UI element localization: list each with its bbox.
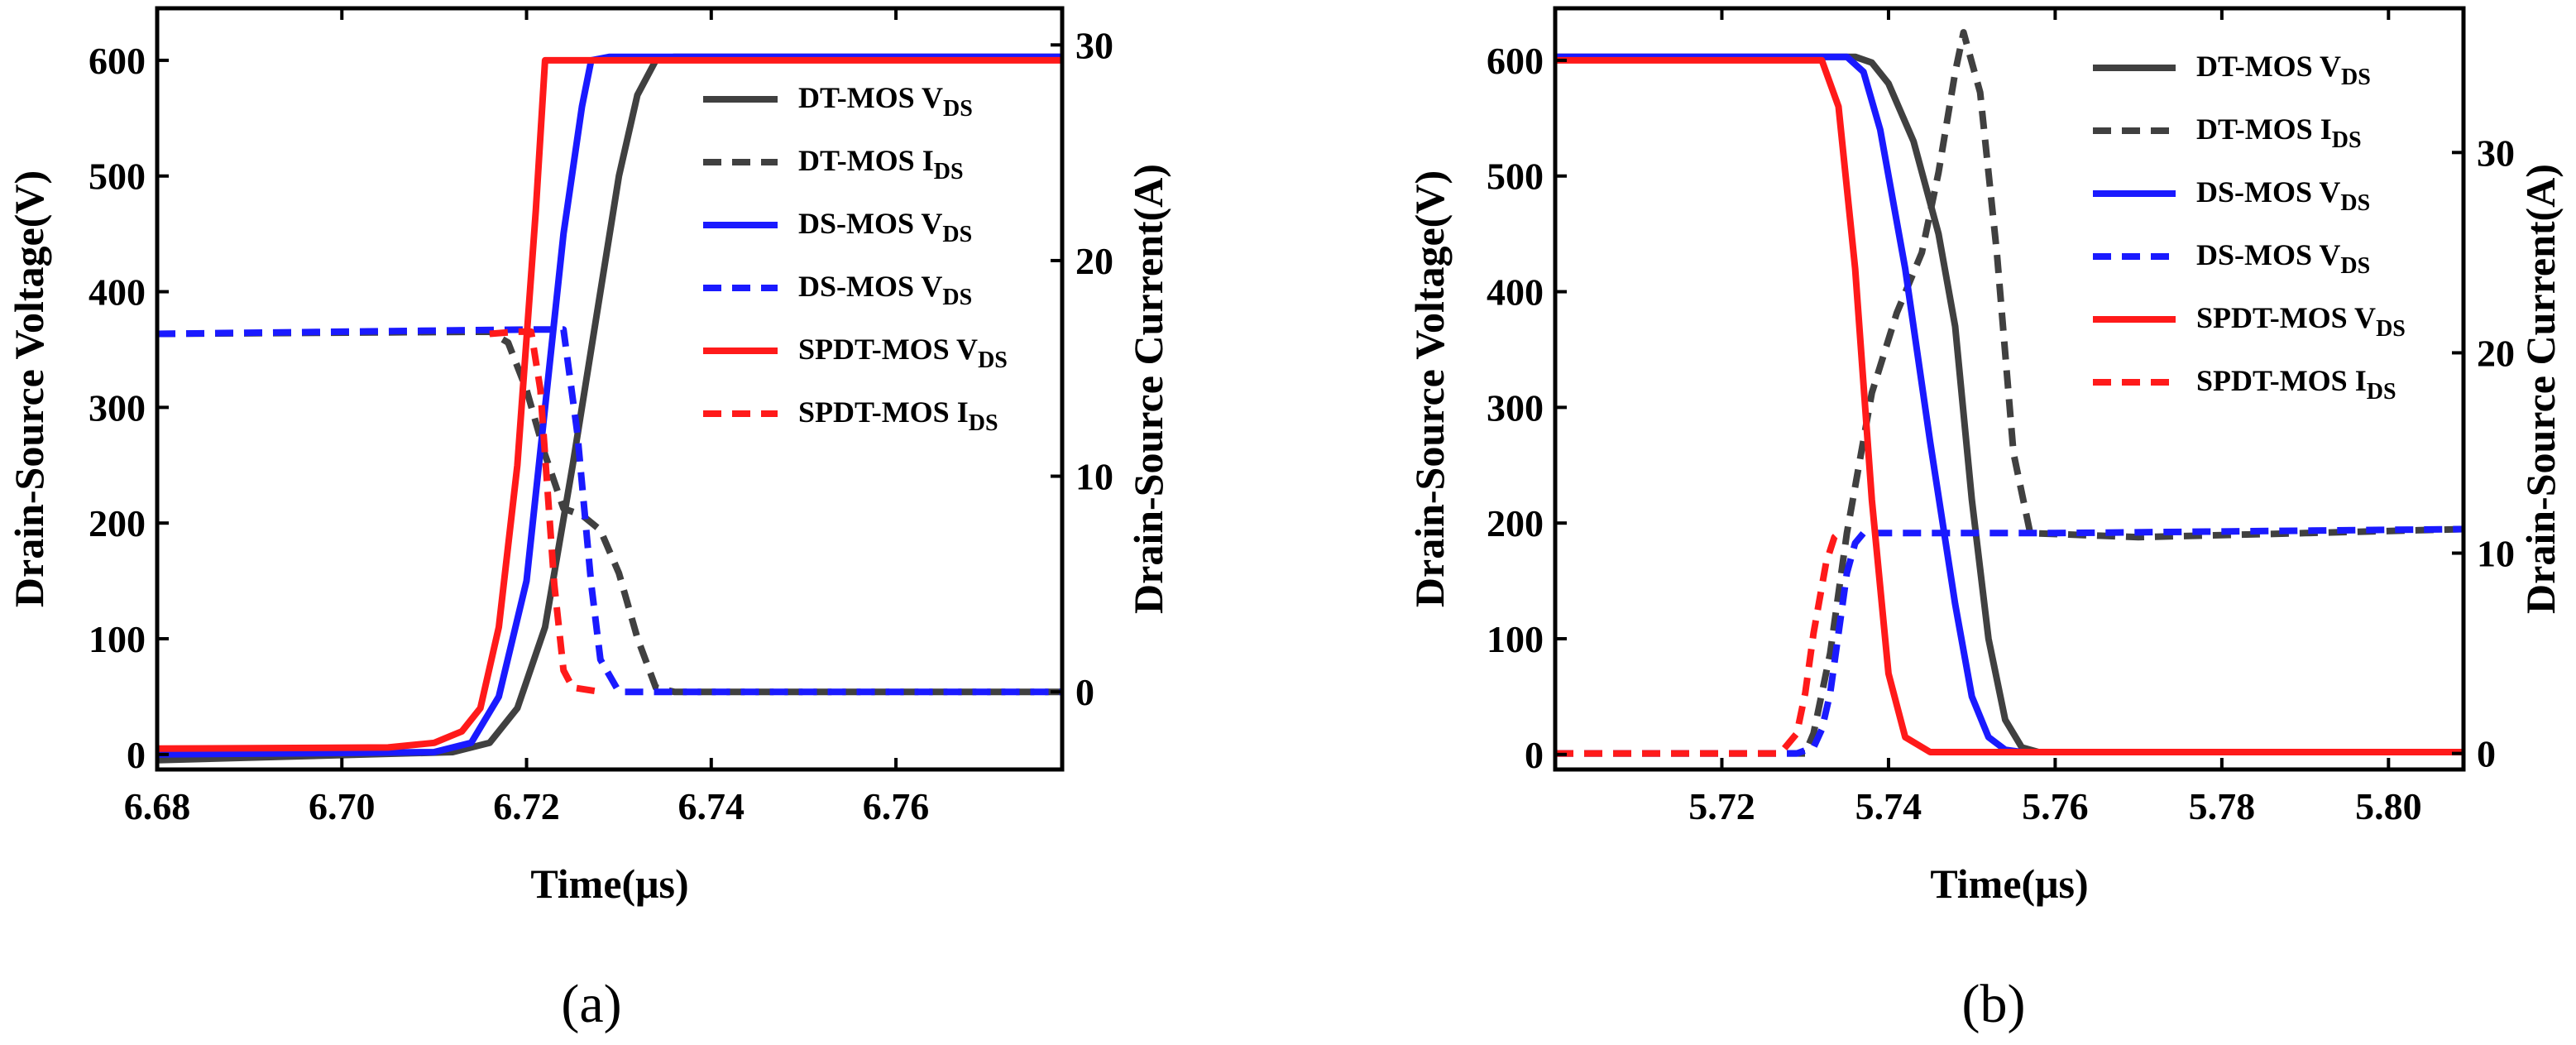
chart-panel-a: 6.68 6.70 6.72 6.74 6.76 0 100 200 300 400 500 600 0…	[6, 6, 1171, 1034]
y2-tick-label: 0	[2477, 733, 2496, 775]
series-line-5	[1555, 530, 1841, 757]
x-tick-label: 5.72	[1688, 785, 1755, 827]
series-line-1	[157, 328, 1062, 696]
y-tick-label: 200	[1487, 502, 1544, 544]
y-tick-label: 400	[1487, 271, 1544, 314]
legend-label-main: DS-MOS V	[2196, 238, 2340, 271]
legend-label: DS-MOS VDS	[2196, 175, 2370, 216]
panel-label: (a)	[561, 974, 621, 1034]
legend-label-main: DT-MOS V	[2196, 50, 2341, 83]
legend-label: DT-MOS VDS	[798, 81, 973, 122]
series-line-3	[1555, 525, 2463, 757]
legend-label: DT-MOS IDS	[798, 144, 964, 185]
y-tick-label: 600	[89, 40, 146, 82]
x-axis-title: Time(μs)	[530, 860, 688, 907]
series-line-3	[157, 326, 1062, 696]
y2-tick-label: 30	[1075, 24, 1113, 66]
legend-label: SPDT-MOS VDS	[2196, 301, 2406, 342]
legend-label-subscript: DS	[934, 159, 964, 185]
y2-axis-title: Drain-Source Current(A)	[1125, 164, 1171, 614]
y-tick-label: 400	[89, 271, 146, 314]
x-tick-label: 5.80	[2355, 785, 2422, 827]
y-axis-title: Drain-Source Voltage(V)	[6, 170, 52, 607]
y2-tick-label: 0	[1075, 671, 1094, 713]
y2-tick-label: 10	[2477, 533, 2515, 575]
legend-label-main: SPDT-MOS V	[798, 333, 978, 366]
legend-label-subscript: DS	[942, 285, 972, 310]
y-tick-label: 500	[89, 156, 146, 198]
series-line-0	[1555, 53, 2463, 755]
series-line-5	[489, 328, 601, 696]
y-tick-label: 300	[1487, 386, 1544, 429]
y-tick-label: 500	[1487, 156, 1544, 198]
plot-frame	[1553, 6, 2466, 772]
y2-tick-label: 10	[1075, 456, 1113, 498]
y2-tick-label: 20	[2477, 332, 2515, 374]
legend-label: DT-MOS IDS	[2196, 113, 2362, 153]
legend-label-main: SPDT-MOS I	[2196, 364, 2367, 397]
x-axis-title: Time(μs)	[1930, 860, 2088, 907]
y-tick-label: 600	[1487, 40, 1544, 82]
legend-label-main: SPDT-MOS V	[2196, 301, 2376, 334]
legend-label-subscript: DS	[969, 410, 998, 436]
chart-panel-b: 5.72 5.74 5.76 5.78 5.80 0 100 200 300 400 500 600 0…	[1406, 6, 2564, 1034]
series-line-4	[1555, 56, 2463, 755]
legend-label-subscript: DS	[2341, 65, 2371, 90]
legend-label-subscript: DS	[942, 222, 972, 247]
legend-label-subscript: DS	[2340, 190, 2370, 216]
y-tick-label: 100	[1487, 618, 1544, 660]
y-axis-title: Drain-Source Voltage(V)	[1406, 170, 1453, 607]
legend-label-subscript: DS	[2376, 316, 2406, 342]
y2-tick-label: 20	[1075, 240, 1113, 282]
legend-label: DS-MOS VDS	[798, 270, 972, 310]
legend-label-subscript: DS	[2332, 127, 2362, 153]
legend-label: DT-MOS VDS	[2196, 50, 2371, 90]
x-tick-label: 5.76	[2022, 785, 2089, 827]
legend-label-subscript: DS	[943, 96, 973, 122]
legend-label-main: SPDT-MOS I	[798, 395, 969, 429]
legend-label-subscript: DS	[2367, 379, 2396, 405]
plot-frame	[155, 6, 1065, 772]
x-tick-label: 5.78	[2189, 785, 2256, 827]
legend-label-main: DT-MOS V	[798, 81, 943, 114]
legend-label: DS-MOS VDS	[798, 207, 972, 247]
plot-area	[1555, 29, 2463, 757]
x-tick-label: 6.74	[678, 785, 745, 827]
legend-label: SPDT-MOS VDS	[798, 333, 1008, 373]
y-tick-label: 0	[127, 734, 146, 776]
x-tick-label: 6.76	[863, 785, 930, 827]
x-tick-label: 6.72	[493, 785, 560, 827]
legend-label-main: DS-MOS V	[798, 207, 942, 240]
legend-label-subscript: DS	[2340, 253, 2370, 279]
legend-label-main: DT-MOS I	[798, 144, 934, 177]
legend-label: DS-MOS VDS	[2196, 238, 2370, 279]
series-line-4	[157, 56, 1062, 752]
panel-label: (b)	[1962, 974, 2026, 1034]
legend-label-main: DS-MOS V	[2196, 175, 2340, 209]
legend-label-main: DT-MOS I	[2196, 113, 2332, 146]
y-tick-label: 300	[89, 386, 146, 429]
y2-axis-title: Drain-Source Current(A)	[2517, 164, 2564, 614]
x-tick-label: 5.74	[1855, 785, 1922, 827]
y2-tick-label: 30	[2477, 132, 2515, 174]
legend-label-subscript: DS	[978, 348, 1008, 373]
y-tick-label: 200	[89, 502, 146, 544]
y-tick-label: 0	[1525, 734, 1544, 776]
x-tick-label: 6.70	[309, 785, 376, 827]
legend-label: SPDT-MOS IDS	[2196, 364, 2396, 405]
legend-label: SPDT-MOS IDS	[798, 395, 998, 436]
legend-label-main: DS-MOS V	[798, 270, 942, 303]
x-tick-label: 6.68	[124, 785, 191, 827]
plot-area	[157, 53, 1062, 764]
y-tick-label: 100	[89, 618, 146, 660]
